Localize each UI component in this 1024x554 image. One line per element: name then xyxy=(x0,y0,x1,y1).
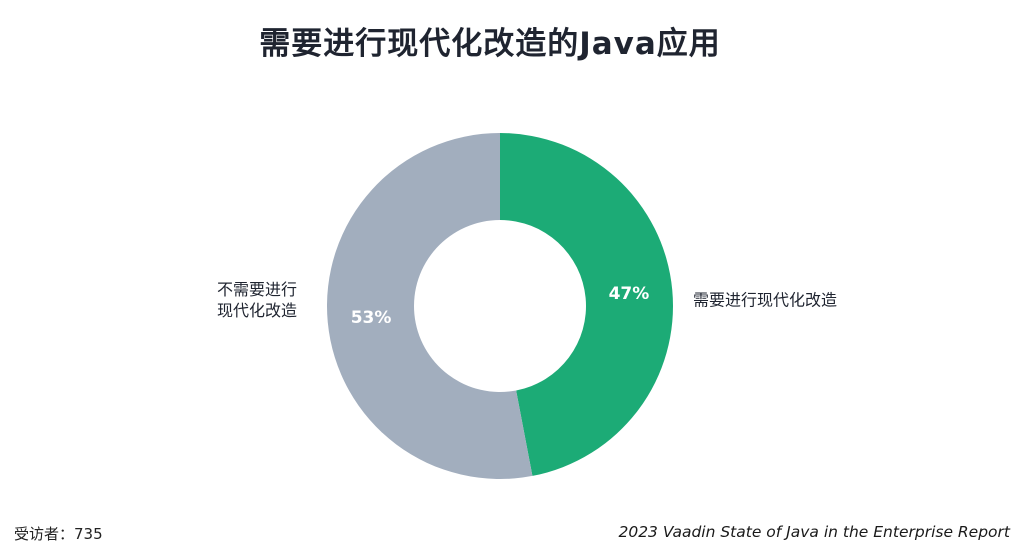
slice-value-label-1: 47% xyxy=(609,284,650,304)
category-label-2: 不需要进行现代化改造 xyxy=(217,280,297,320)
donut-slices xyxy=(326,133,673,480)
category-label-line: 不需要进行 xyxy=(217,280,297,299)
donut-labels: 47% 需要进行现代化改造 53% 不需要进行现代化改造 xyxy=(217,280,837,328)
respondents-count: 受访者：735 xyxy=(14,525,103,543)
category-label-line: 现代化改造 xyxy=(217,301,297,320)
category-label-line: 需要进行现代化改造 xyxy=(693,291,837,310)
chart-title: 需要进行现代化改造的Java应用 xyxy=(259,26,721,62)
donut-slice-1 xyxy=(500,133,673,476)
slice-value-label-2: 53% xyxy=(351,308,392,328)
category-label-1: 需要进行现代化改造 xyxy=(693,291,837,310)
source-citation: 2023 Vaadin State of Java in the Enterpr… xyxy=(618,523,1010,541)
donut-slice-2 xyxy=(326,133,533,480)
